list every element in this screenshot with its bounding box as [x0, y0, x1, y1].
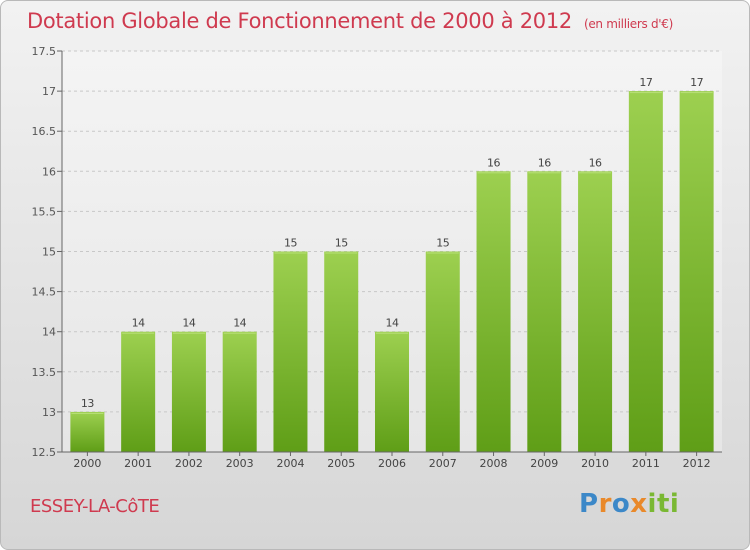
data-label: 15: [436, 237, 449, 250]
x-tick-label: 2000: [73, 457, 101, 470]
bar-highlight: [680, 92, 713, 94]
bar-highlight: [274, 252, 307, 254]
x-tick-label: 2001: [124, 457, 152, 470]
x-tick-label: 2010: [581, 457, 609, 470]
bar: [171, 331, 206, 452]
data-label: 17: [639, 76, 652, 89]
data-label: 13: [81, 397, 94, 410]
x-tick-label: 2008: [480, 457, 508, 470]
x-tick-label: 2006: [378, 457, 406, 470]
bar: [578, 171, 613, 453]
place-name: ESSEY-LA-CôTE: [30, 496, 160, 517]
logo-letter: i: [647, 489, 657, 519]
x-tick-label: 2009: [530, 457, 558, 470]
bar-highlight: [172, 332, 205, 334]
x-tick-label: 2004: [276, 457, 304, 470]
bar-highlight: [71, 412, 104, 414]
logo-letter: P: [579, 489, 599, 519]
y-tick-label: 13: [42, 406, 56, 419]
logo-letter: i: [669, 489, 680, 519]
data-label: 15: [335, 237, 348, 250]
bar-highlight: [477, 172, 510, 174]
axes: 12.5 13 13.5 14 14.5 15 15.5 16 16.5 17 17.5 2000 20…: [32, 45, 722, 470]
y-tick-label: 14: [42, 326, 56, 339]
data-label: 15: [284, 237, 297, 250]
data-label: 14: [233, 317, 246, 330]
y-tick-label: 12.5: [32, 446, 57, 459]
bar: [121, 331, 156, 452]
bar: [425, 251, 460, 452]
y-tick-label: 15.5: [32, 205, 57, 218]
bar: [527, 171, 562, 453]
bar: [273, 251, 308, 452]
bar-highlight: [122, 332, 155, 334]
logo-letter: x: [630, 489, 648, 519]
x-tick-label: 2002: [175, 457, 203, 470]
chart-title-text: Dotation Globale de Fonctionnement de 20…: [27, 9, 572, 33]
bar: [70, 411, 105, 452]
bar-highlight: [325, 252, 358, 254]
bar: [222, 331, 257, 452]
bar: [324, 251, 359, 452]
bar-highlight: [579, 172, 612, 174]
bar: [628, 91, 663, 452]
y-tick-label: 16.5: [32, 125, 57, 138]
y-tick-label: 14.5: [32, 286, 57, 299]
x-tick-label: 2003: [226, 457, 254, 470]
data-labels: 13 14 14 14 15 15 14 15 16 16 16 17 17: [81, 76, 704, 410]
data-label: 14: [386, 317, 399, 330]
y-tick-label: 17: [42, 85, 56, 98]
data-label: 16: [487, 156, 500, 169]
chart-subtitle: (en milliers d'€): [583, 17, 673, 31]
data-label: 17: [690, 76, 703, 89]
x-tick-label: 2012: [683, 457, 711, 470]
bar-highlight: [223, 332, 256, 334]
proxiti-logo: Proxiti: [579, 489, 679, 519]
data-label: 16: [589, 156, 602, 169]
bar-highlight: [528, 172, 561, 174]
bar-highlight: [629, 92, 662, 94]
bar: [476, 171, 511, 453]
data-label: 14: [132, 317, 145, 330]
logo-letter: r: [598, 489, 612, 519]
logo-letter: t: [656, 489, 670, 519]
data-label: 16: [538, 156, 551, 169]
bar: [375, 331, 409, 452]
bars: [70, 91, 714, 453]
y-tick-label: 17.5: [32, 45, 57, 58]
y-tick-label: 13.5: [32, 366, 57, 379]
bar-highlight: [376, 332, 408, 334]
y-tick-label: 16: [42, 165, 56, 178]
bar: [679, 91, 714, 452]
logo-letter: o: [611, 489, 631, 519]
x-tick-label: 2007: [429, 457, 457, 470]
data-label: 14: [182, 317, 195, 330]
y-tick-label: 15: [42, 246, 56, 259]
bar-highlight: [426, 252, 459, 254]
x-tick-label: 2011: [632, 457, 660, 470]
x-tick-label: 2005: [327, 457, 355, 470]
chart-title: Dotation Globale de Fonctionnement de 20…: [27, 9, 673, 33]
